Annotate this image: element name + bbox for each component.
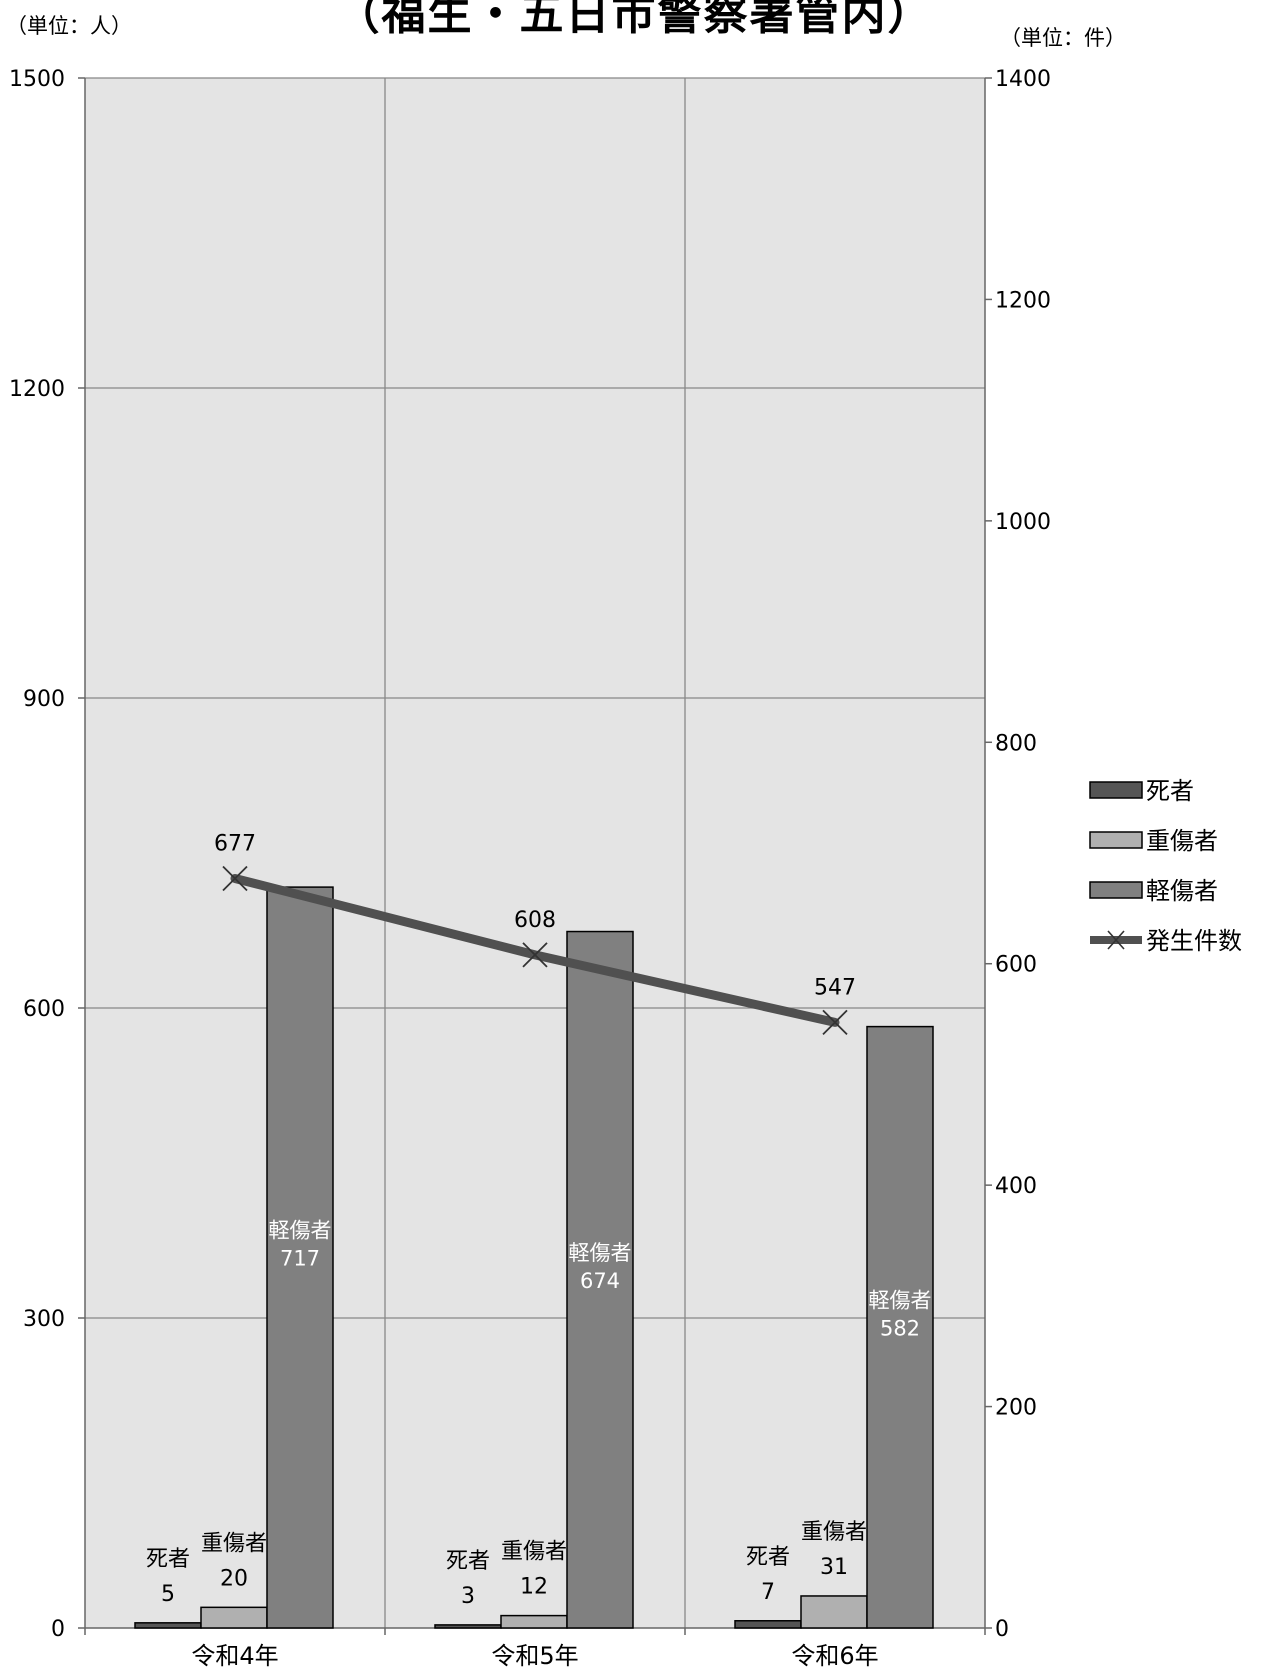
bar-2	[500, 1614, 568, 1629]
right-axis-unit: （単位：件）	[1000, 26, 1126, 50]
bar-3	[866, 1025, 934, 1629]
bar-data-label-name: 死者	[446, 1549, 490, 1574]
bar-data-label-name: 重傷者	[801, 1520, 867, 1545]
bar-1	[434, 1624, 502, 1629]
bar-data-label-value: 674	[580, 1269, 620, 1293]
bar-data-label-value: 7	[761, 1580, 775, 1605]
line-data-label: 677	[214, 831, 256, 856]
left-tick-label: 1500	[9, 67, 65, 92]
bar-data-label-value: 5	[161, 1582, 175, 1607]
legend-swatch	[1089, 881, 1143, 899]
category-label: 令和4年	[191, 1642, 278, 1668]
category-label: 令和5年	[491, 1642, 578, 1668]
bar-data-label-name: 軽傷者	[569, 1241, 632, 1265]
bar-1	[734, 1620, 802, 1629]
bar-data-label-name: 重傷者	[501, 1540, 567, 1565]
legend-marker	[1107, 930, 1125, 950]
right-tick-label: 1200	[995, 288, 1051, 313]
bar-data-label-name: 軽傷者	[869, 1288, 932, 1312]
bar-data-label-value: 20	[220, 1566, 248, 1591]
right-tick-label: 1400	[995, 67, 1051, 92]
bar-data-label-name: 死者	[746, 1545, 790, 1570]
bar-1	[134, 1622, 202, 1629]
line-data-label: 608	[514, 908, 556, 933]
bar-data-label-value: 3	[461, 1584, 475, 1609]
line-marker	[822, 1009, 848, 1036]
left-tick-label: 0	[51, 1617, 65, 1642]
legend-entry: 重傷者	[1146, 827, 1218, 855]
line-data-label: 547	[814, 975, 856, 1000]
bar-data-label-value: 582	[880, 1316, 920, 1340]
left-tick-label: 900	[23, 687, 65, 712]
legend-swatch	[1089, 831, 1143, 849]
bar-3	[566, 930, 634, 1629]
bar-data-label-name: 死者	[146, 1547, 190, 1572]
line-marker	[222, 865, 248, 892]
left-tick-label: 300	[23, 1307, 65, 1332]
legend-entry: 発生件数	[1146, 927, 1242, 955]
bar-2	[200, 1606, 268, 1629]
bar-data-label-value: 12	[520, 1575, 548, 1600]
legend-entry: 軽傷者	[1146, 877, 1218, 905]
left-tick-label: 1200	[9, 377, 65, 402]
bar-data-label-name: 軽傷者	[269, 1219, 332, 1243]
bar-2	[800, 1595, 868, 1629]
right-tick-label: 800	[995, 731, 1037, 756]
plot-area	[85, 78, 985, 1628]
bar-data-label-value: 31	[820, 1555, 848, 1580]
left-tick-label: 600	[23, 997, 65, 1022]
category-label: 令和6年	[791, 1642, 878, 1668]
bar-data-label-value: 717	[280, 1247, 320, 1271]
right-tick-label: 600	[995, 953, 1037, 978]
right-tick-label: 1000	[995, 510, 1051, 535]
legend-entry: 死者	[1146, 777, 1194, 805]
line-marker	[522, 942, 548, 968]
bar-3	[266, 886, 334, 1629]
left-axis-unit: （単位：人）	[6, 14, 132, 38]
right-tick-label: 400	[995, 1174, 1037, 1199]
bar-data-label-name: 重傷者	[201, 1531, 267, 1556]
right-tick-label: 0	[995, 1617, 1009, 1642]
legend-swatch	[1089, 781, 1143, 799]
chart-title: （福生・五日市警察署管内）	[335, 0, 934, 40]
right-tick-label: 200	[995, 1396, 1037, 1421]
